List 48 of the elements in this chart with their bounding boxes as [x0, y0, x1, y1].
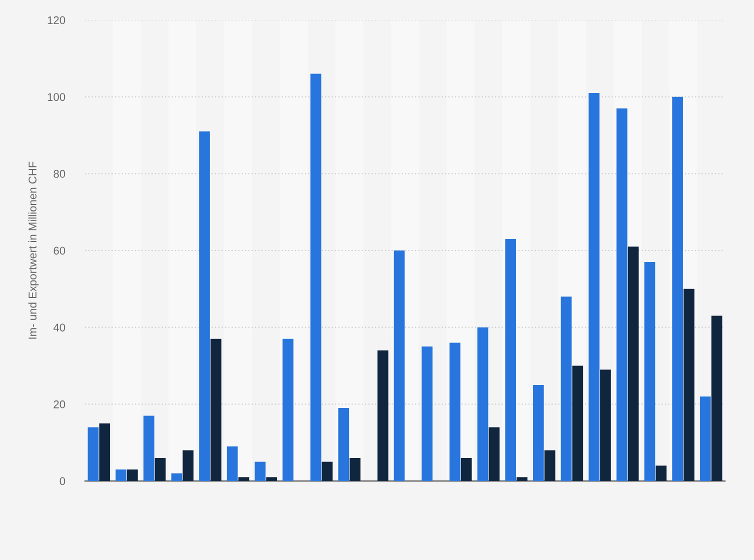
y-tick-label: 40: [53, 324, 66, 332]
bar: [700, 396, 711, 481]
bar: [533, 384, 544, 481]
bar: [544, 450, 556, 481]
bar: [684, 288, 694, 481]
bar: [488, 427, 500, 481]
bar: [600, 370, 611, 481]
bar: [422, 346, 433, 481]
bar: [182, 450, 194, 481]
bar: [88, 427, 99, 481]
bar: [322, 462, 333, 481]
y-tick-label: 100: [48, 93, 66, 101]
bar: [254, 462, 266, 481]
bar: [310, 74, 322, 481]
bar: [350, 458, 360, 481]
bar: [394, 250, 405, 481]
y-axis-title: Im- und Exportwert in Millionen CHF: [28, 162, 39, 339]
bar: [266, 477, 277, 481]
y-tick-label: 60: [54, 246, 66, 255]
bar: [460, 458, 472, 481]
bar: [477, 327, 488, 481]
bar: [116, 469, 126, 481]
bar: [99, 423, 110, 481]
y-tick-label: 0: [60, 477, 66, 486]
bar: [644, 262, 656, 481]
bar: [127, 469, 138, 481]
bar: [505, 238, 516, 481]
bar: [572, 366, 584, 481]
y-tick-label: 120: [48, 16, 66, 24]
bar: [238, 477, 250, 481]
bar: [516, 477, 528, 481]
bar: [282, 338, 294, 481]
bar: [450, 342, 460, 481]
bar: [628, 246, 639, 481]
bar: [377, 350, 388, 481]
bar: [199, 131, 210, 481]
y-tick-label: 20: [54, 400, 66, 408]
bar: [226, 446, 238, 481]
y-tick-label: 80: [54, 170, 66, 178]
bar: [210, 338, 222, 481]
bar: [560, 296, 572, 481]
bar: [154, 458, 166, 481]
bar: [171, 473, 182, 481]
bar: [711, 316, 722, 481]
bar: [656, 466, 667, 481]
bar: [143, 416, 154, 481]
bar: [338, 408, 350, 481]
bar: [588, 92, 600, 481]
